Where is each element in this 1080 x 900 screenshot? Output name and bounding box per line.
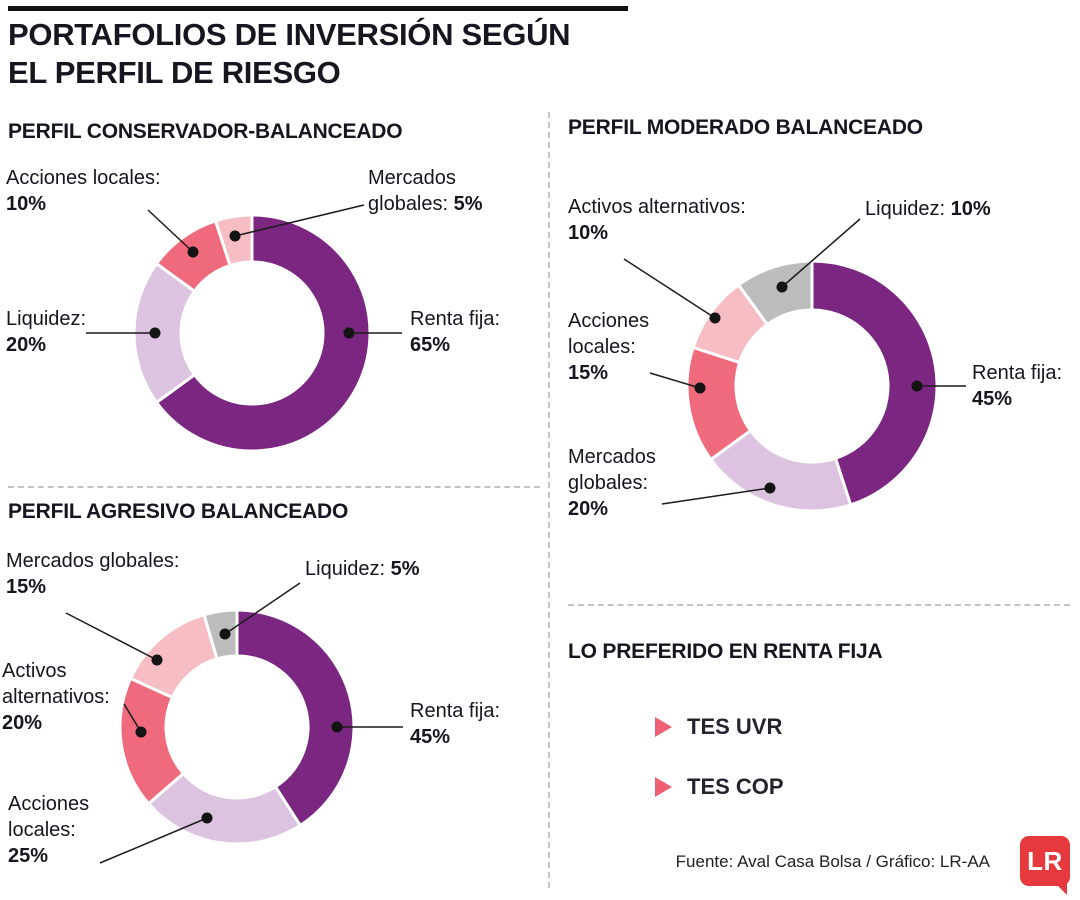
callout-dot bbox=[151, 654, 163, 666]
callout-dot bbox=[187, 246, 199, 258]
callout-dot bbox=[764, 482, 776, 494]
horizontal-divider-right bbox=[568, 604, 1070, 606]
donut-segment-renta-fija bbox=[810, 259, 939, 507]
callout-line bbox=[661, 487, 771, 505]
triangle-bullet-icon bbox=[655, 717, 672, 737]
section-title-preferido: LO PREFERIDO EN RENTA FIJA bbox=[568, 640, 883, 663]
callout-line bbox=[234, 204, 365, 237]
callout-line bbox=[623, 258, 716, 319]
callout-line bbox=[649, 372, 701, 389]
callout-dot bbox=[709, 312, 721, 324]
tes-item-label: TES COP bbox=[687, 774, 784, 799]
callout-dot bbox=[149, 327, 161, 339]
callout-dot bbox=[229, 230, 241, 242]
callout-dot bbox=[135, 726, 147, 738]
callout-label-liquidez: Liquidez: 10% bbox=[865, 198, 991, 220]
callout-line bbox=[65, 612, 158, 661]
callout-dot bbox=[911, 380, 923, 392]
callout-label-liquidez: Liquidez: 5% bbox=[305, 558, 420, 580]
callout-label-activos-alternativos: Activos alternativos: 20% bbox=[2, 660, 110, 734]
section-title-moderado: PERFIL MODERADO BALANCEADO bbox=[568, 116, 923, 139]
triangle-bullet-icon bbox=[655, 777, 672, 797]
callout-label-mercados-globales: Mercados globales: 5% bbox=[368, 167, 483, 215]
callout-dot bbox=[694, 382, 706, 394]
callout-label-liquidez: Liquidez: 20% bbox=[6, 308, 87, 356]
callout-label-activos-alternativos: Activos alternativos: 10% bbox=[568, 196, 746, 244]
list-item-tes-uvr: TES UVR bbox=[655, 714, 782, 740]
lr-logo-text: LR bbox=[1027, 845, 1063, 876]
section-title-agresivo: PERFIL AGRESIVO BALANCEADO bbox=[8, 500, 349, 523]
callout-line bbox=[99, 817, 208, 864]
callout-dot bbox=[219, 628, 231, 640]
vertical-divider bbox=[548, 112, 550, 888]
donut-segment-renta-fija bbox=[154, 213, 372, 453]
callout-label-renta-fija: Renta fija: 65% bbox=[410, 308, 501, 356]
callout-label-acciones-locales: Acciones locales: 25% bbox=[8, 793, 90, 867]
tes-item-label: TES UVR bbox=[687, 714, 783, 739]
callout-label-mercados-globales: Mercados globales: 20% bbox=[568, 446, 656, 520]
callout-line bbox=[147, 209, 194, 253]
callout-dot bbox=[201, 812, 213, 824]
list-item-tes-cop: TES COP bbox=[655, 774, 784, 800]
callout-line bbox=[224, 582, 301, 635]
callout-dot bbox=[776, 281, 788, 293]
donut-segment-renta-fija bbox=[235, 608, 356, 828]
page-title-line2: EL PERFIL DE RIESGO bbox=[8, 55, 341, 90]
page-title: PORTAFOLIOS DE INVERSIÓN SEGÚN EL PERFIL… bbox=[8, 16, 571, 92]
lr-logo: LR bbox=[1020, 836, 1070, 895]
donut-segment-mercados-globales bbox=[128, 612, 219, 700]
section-title-conservador: PERFIL CONSERVADOR-BALANCEADO bbox=[8, 120, 403, 143]
page-title-line1: PORTAFOLIOS DE INVERSIÓN SEGÚN bbox=[8, 17, 571, 52]
horizontal-divider-left bbox=[8, 486, 540, 488]
top-rule bbox=[8, 6, 628, 11]
callout-label-mercados-globales: Mercados globales: 15% bbox=[6, 550, 180, 598]
source-credit: Fuente: Aval Casa Bolsa / Gráfico: LR-AA bbox=[675, 852, 990, 871]
callout-label-renta-fija: Renta fija: 45% bbox=[410, 700, 501, 748]
callout-line bbox=[781, 218, 861, 288]
callout-label-renta-fija: Renta fija: 45% bbox=[972, 362, 1063, 410]
callout-dot bbox=[343, 327, 355, 339]
callout-label-acciones-locales: Acciones locales: 15% bbox=[568, 310, 650, 384]
callout-dot bbox=[331, 721, 343, 733]
callout-label-acciones-locales: Acciones locales: 10% bbox=[6, 167, 161, 215]
